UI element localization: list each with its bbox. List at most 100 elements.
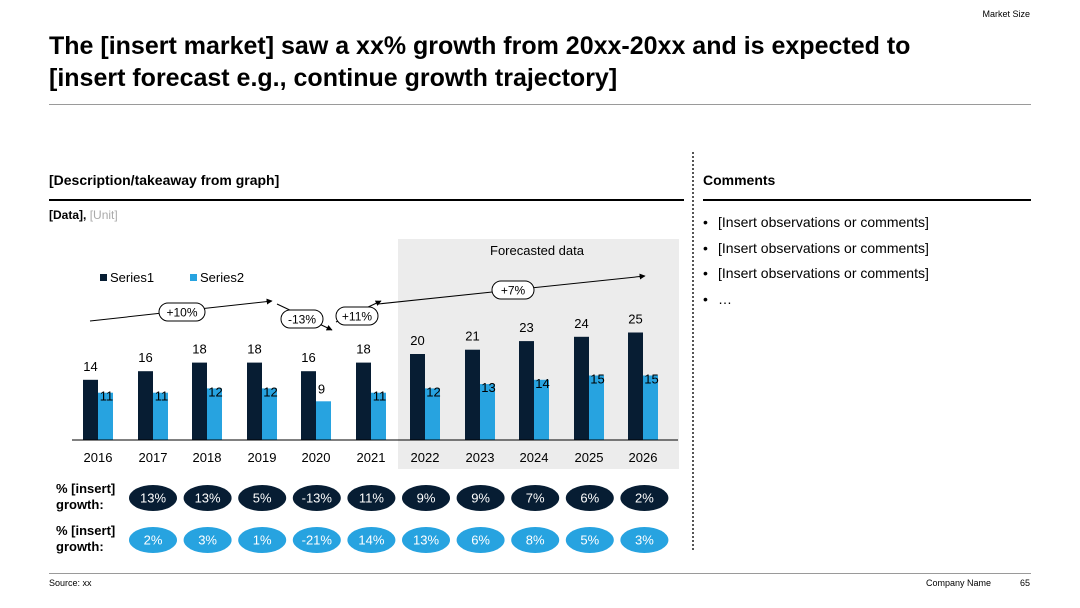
- growth-value: -21%: [302, 533, 333, 548]
- growth-pill: [402, 527, 450, 553]
- data-unit-label: [Data], [Unit]: [49, 208, 118, 222]
- data-label-series1: 14: [83, 359, 97, 374]
- legend-label-series1: Series1: [110, 270, 154, 285]
- data-label-series2: 15: [590, 372, 604, 387]
- bar-series2: [316, 401, 331, 440]
- growth-row-label: growth:: [56, 497, 104, 512]
- growth-pill: [129, 485, 177, 511]
- bar-series1: [83, 379, 98, 440]
- comment-item: [Insert observations or comments]: [703, 239, 929, 265]
- data-label-series2: 12: [208, 384, 222, 399]
- comments-title: Comments: [703, 172, 776, 188]
- page-title: The [insert market] saw a xx% growth fro…: [49, 30, 1039, 94]
- page-number: 65: [1020, 578, 1031, 588]
- growth-value: 3%: [635, 533, 654, 548]
- data-label-series1: 23: [519, 320, 533, 335]
- growth-pill: [292, 527, 341, 553]
- bar-series2: [207, 388, 222, 440]
- bar-series1: [628, 332, 643, 440]
- cagr-bubble: [158, 302, 206, 322]
- growth-value: 2%: [635, 491, 654, 506]
- growth-pill: [347, 527, 396, 553]
- growth-pill: [511, 485, 560, 511]
- data-label-series1: 18: [247, 342, 261, 357]
- growth-pill: [238, 527, 287, 553]
- data-label-series2: 11: [373, 389, 387, 404]
- data-label-series1: 16: [301, 350, 315, 365]
- bar-series2: [643, 375, 658, 440]
- growth-value: 8%: [526, 533, 545, 548]
- data-label-series1: 20: [410, 333, 424, 348]
- bar-series1: [138, 371, 153, 440]
- growth-pill: [183, 485, 232, 511]
- growth-value: 9%: [417, 491, 436, 506]
- title-line-1: The [insert market] saw a xx% growth fro…: [49, 32, 911, 60]
- growth-row-label: % [insert]: [56, 523, 115, 538]
- x-tick-label: 2026: [629, 450, 658, 465]
- growth-value: 2%: [144, 533, 163, 548]
- data-label-series2: 13: [481, 380, 495, 395]
- data-label-series2: 15: [644, 372, 658, 387]
- data-label-series1: 18: [356, 342, 370, 357]
- growth-value: 13%: [413, 533, 439, 548]
- source-note: Source: xx: [49, 578, 92, 588]
- bar-series2: [425, 388, 440, 440]
- x-tick-label: 2020: [302, 450, 331, 465]
- title-divider: [49, 104, 1031, 105]
- bar-series2: [534, 379, 549, 440]
- growth-pill: [620, 527, 669, 553]
- comments-rule: [703, 199, 1031, 201]
- data-label-series2: 11: [155, 389, 169, 404]
- growth-pill: [511, 527, 560, 553]
- bar-series2: [98, 392, 113, 440]
- data-label-series1: 25: [628, 312, 642, 327]
- forecast-label: Forecasted data: [490, 243, 585, 258]
- growth-pill: [402, 485, 450, 511]
- data-label-series2: 12: [263, 384, 277, 399]
- growth-value: 9%: [471, 491, 490, 506]
- bar-series2: [371, 392, 386, 440]
- growth-value: 5%: [253, 491, 272, 506]
- comments-list: [Insert observations or comments] [Inser…: [703, 213, 929, 315]
- footer-divider: [49, 573, 1031, 574]
- data-label: [Data],: [49, 208, 87, 222]
- cagr-bubble: [491, 280, 535, 300]
- bar-series2: [262, 388, 277, 440]
- growth-value: 1%: [253, 533, 272, 548]
- bar-series1: [465, 349, 480, 440]
- cagr-label: -13%: [288, 313, 316, 327]
- growth-value: 5%: [580, 533, 599, 548]
- description-rule: [49, 199, 684, 201]
- growth-value: 11%: [359, 491, 384, 506]
- comment-item: [Insert observations or comments]: [703, 264, 929, 290]
- growth-value: 13%: [140, 491, 166, 506]
- growth-pill: [129, 527, 177, 553]
- growth-pill: [456, 485, 505, 511]
- growth-value: 6%: [471, 533, 490, 548]
- bar-series2: [153, 392, 168, 440]
- cagr-bubble: [280, 309, 324, 329]
- bar-series1: [247, 362, 262, 440]
- growth-pill: [565, 527, 614, 553]
- x-tick-label: 2025: [575, 450, 604, 465]
- data-label-series1: 21: [465, 329, 479, 344]
- column-divider: [692, 152, 694, 550]
- x-tick-label: 2023: [466, 450, 495, 465]
- growth-row-label: % [insert]: [56, 481, 115, 496]
- cagr-bubble: [335, 306, 379, 326]
- data-label-series2: 14: [535, 376, 549, 391]
- graph-description: [Description/takeaway from graph]: [49, 172, 280, 188]
- legend-swatch-series1: [100, 274, 107, 281]
- bar-series1: [356, 362, 371, 440]
- x-tick-label: 2016: [84, 450, 113, 465]
- x-tick-label: 2017: [139, 450, 168, 465]
- data-label-series1: 16: [138, 350, 152, 365]
- x-tick-label: 2022: [411, 450, 440, 465]
- legend-swatch-series2: [190, 274, 197, 281]
- bar-series1: [301, 371, 316, 440]
- data-label-series2: 9: [318, 381, 325, 396]
- growth-pill: [456, 527, 505, 553]
- growth-value: 14%: [358, 533, 384, 548]
- bar-series1: [574, 336, 589, 440]
